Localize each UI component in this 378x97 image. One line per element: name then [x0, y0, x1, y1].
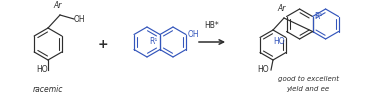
Text: yield and ee: yield and ee [287, 86, 330, 92]
Text: good to excellent: good to excellent [277, 76, 339, 82]
Text: R¹: R¹ [314, 12, 323, 21]
Text: OH: OH [188, 30, 200, 39]
Text: HO: HO [36, 65, 48, 74]
Text: HO: HO [273, 36, 285, 45]
Text: R¹: R¹ [150, 36, 158, 45]
Text: HB*: HB* [204, 21, 219, 30]
Text: +: + [98, 38, 108, 51]
Text: racemic: racemic [33, 84, 63, 94]
Text: Ar: Ar [278, 4, 286, 13]
Text: OH: OH [74, 14, 86, 23]
Text: HO: HO [257, 65, 269, 74]
Text: Ar: Ar [54, 1, 62, 10]
